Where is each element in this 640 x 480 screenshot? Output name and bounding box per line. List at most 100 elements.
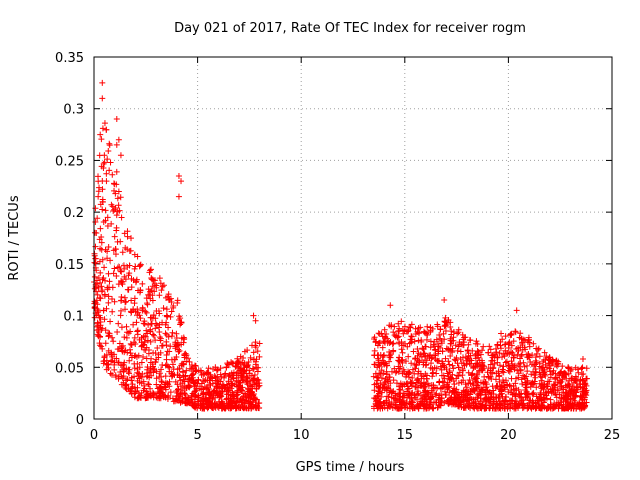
data-point (109, 284, 116, 291)
data-point (153, 381, 160, 388)
data-point (145, 381, 152, 388)
x-tick-label: 25 (604, 428, 621, 443)
data-point (144, 337, 151, 344)
plot-frame (93, 56, 613, 420)
data-point (113, 116, 120, 123)
data-point (250, 366, 257, 373)
data-point (455, 364, 462, 371)
data-point (250, 349, 257, 356)
data-point (424, 391, 431, 398)
data-point (489, 365, 496, 372)
data-point (180, 376, 187, 383)
data-point (164, 293, 171, 300)
data-point (490, 400, 497, 407)
data-point (463, 357, 470, 364)
data-point (512, 392, 519, 399)
data-point (437, 401, 444, 408)
data-point (380, 338, 387, 345)
data-point (178, 178, 185, 185)
data-point (583, 399, 590, 406)
data-point (396, 328, 403, 335)
data-point (542, 361, 549, 368)
data-point (122, 298, 129, 305)
data-point (113, 212, 120, 219)
data-point (128, 275, 135, 282)
data-point (109, 371, 116, 378)
data-point (189, 377, 196, 384)
data-point (374, 342, 381, 349)
data-point (377, 398, 384, 405)
data-point (468, 372, 475, 379)
data-point (147, 288, 154, 295)
data-point (204, 369, 211, 376)
data-point (231, 381, 238, 388)
data-point (99, 95, 106, 102)
data-point (211, 373, 218, 380)
data-point (175, 396, 182, 403)
data-point (94, 215, 101, 222)
data-point (170, 398, 177, 405)
data-point (371, 334, 378, 341)
data-point (250, 376, 257, 383)
data-point (485, 373, 492, 380)
data-point (101, 152, 108, 159)
data-point (123, 323, 130, 330)
data-point (513, 307, 520, 314)
data-point (497, 398, 504, 405)
data-point (492, 405, 499, 412)
data-point (385, 393, 392, 400)
data-point (183, 384, 190, 391)
data-point (186, 376, 193, 383)
data-point (506, 351, 513, 358)
data-point (125, 385, 132, 392)
y-axis-label: ROTI / TECUs (7, 195, 22, 280)
data-point (582, 402, 589, 409)
data-point (470, 365, 477, 372)
data-point (99, 276, 106, 283)
data-point (105, 347, 112, 354)
data-point (408, 333, 415, 340)
data-point (407, 380, 414, 387)
data-point (372, 401, 379, 408)
data-point (441, 336, 448, 343)
data-point (512, 329, 519, 336)
data-point (477, 351, 484, 358)
data-point (118, 268, 125, 275)
data-point (239, 372, 246, 379)
data-point (239, 396, 246, 403)
data-point (156, 370, 163, 377)
data-point (400, 342, 407, 349)
chart-title: Day 021 of 2017, Rate Of TEC Index for r… (174, 21, 526, 36)
data-point (505, 388, 512, 395)
data-point (544, 405, 551, 412)
data-point (173, 330, 180, 337)
data-point (432, 347, 439, 354)
data-point (372, 339, 379, 346)
data-point (118, 294, 125, 301)
data-point (452, 342, 459, 349)
data-point (403, 399, 410, 406)
data-point (116, 263, 123, 270)
data-point (234, 359, 241, 366)
data-point (145, 321, 152, 328)
data-point (526, 343, 533, 350)
data-point (432, 391, 439, 398)
data-point (427, 393, 434, 400)
data-point (578, 365, 585, 372)
data-point (166, 348, 173, 355)
data-point (175, 348, 182, 355)
data-point (120, 262, 127, 269)
data-point (143, 327, 150, 334)
data-point (197, 401, 204, 408)
data-point (473, 360, 480, 367)
data-point (188, 365, 195, 372)
data-point (583, 365, 590, 372)
data-point (509, 404, 516, 411)
data-point (103, 170, 110, 177)
data-point (571, 377, 578, 384)
data-point (502, 333, 509, 340)
data-point (114, 328, 121, 335)
data-point (377, 371, 384, 378)
data-point (477, 403, 484, 410)
data-point (143, 295, 150, 302)
